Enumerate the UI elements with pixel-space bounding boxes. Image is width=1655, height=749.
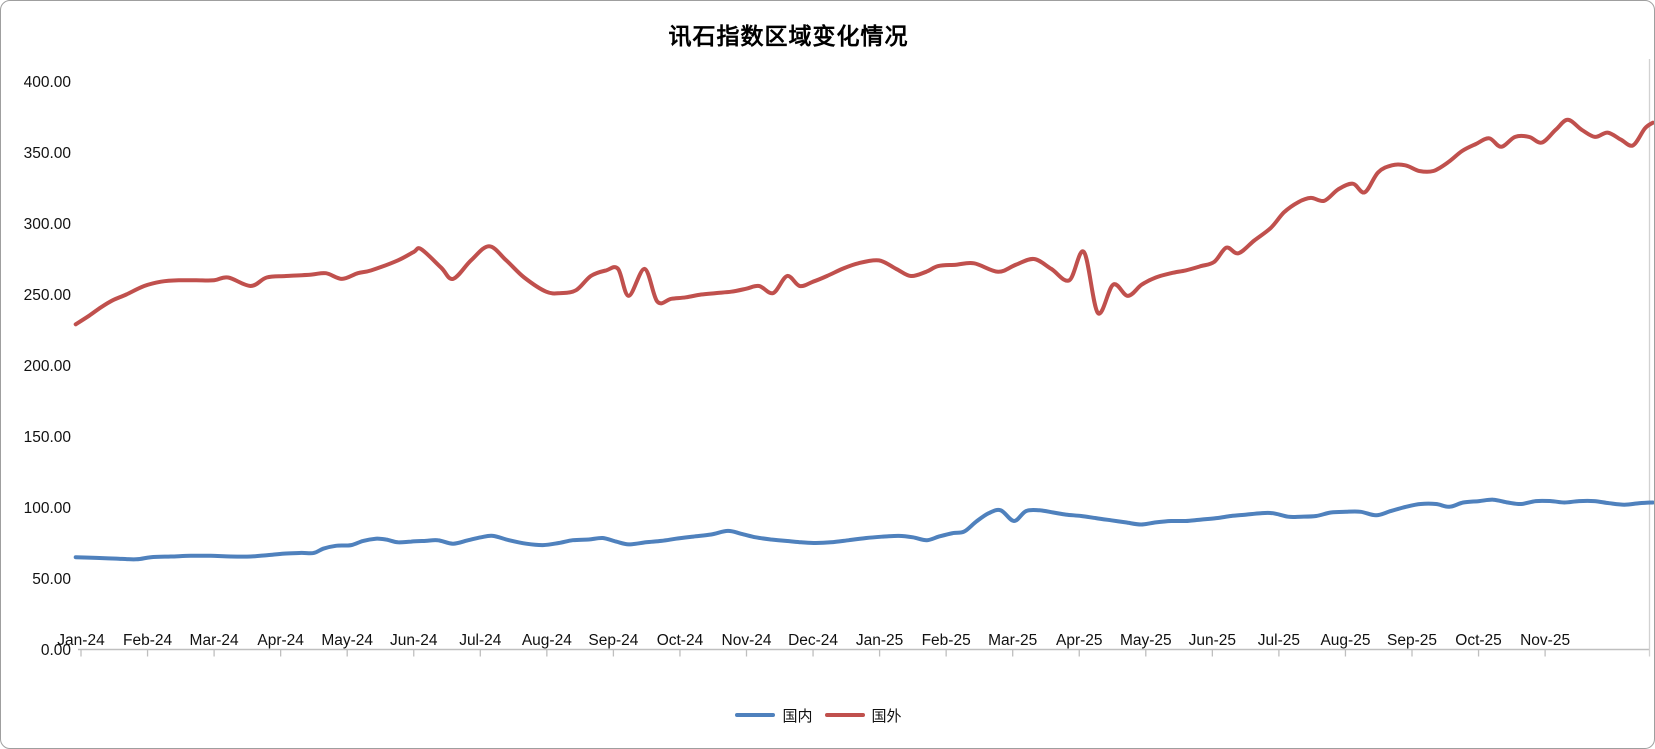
x-axis-tick-label: Nov-24 <box>722 632 772 649</box>
y-axis-tick-label: 200.00 <box>24 358 72 375</box>
x-axis-tick-label: Jun-25 <box>1189 632 1236 649</box>
x-axis-tick-label: Mar-25 <box>988 632 1037 649</box>
y-axis-tick-label: 50.00 <box>32 571 71 588</box>
x-axis-tick-label: May-25 <box>1120 632 1172 649</box>
x-axis-tick-label: Oct-24 <box>657 632 704 649</box>
x-axis-tick-label: Jul-24 <box>459 632 502 649</box>
legend-item-domestic: 国内 <box>735 705 813 726</box>
legend-label-overseas: 国外 <box>871 707 902 725</box>
x-axis-tick-label: Apr-24 <box>257 632 304 649</box>
x-axis-tick-label: Feb-24 <box>123 632 172 649</box>
x-axis-tick-label: Apr-25 <box>1056 632 1103 649</box>
x-axis-tick-label: Sep-24 <box>588 632 638 649</box>
y-axis-tick-label: 350.00 <box>24 145 72 162</box>
legend-item-overseas: 国外 <box>824 705 902 726</box>
x-axis-tick-label: Jan-25 <box>856 632 903 649</box>
legend-line-swatch-domestic <box>735 712 776 718</box>
x-axis-tick-label: Mar-24 <box>190 632 239 649</box>
chart-title: 讯石指数区域变化情况 <box>668 23 909 50</box>
x-axis-tick-label: Oct-25 <box>1455 632 1502 649</box>
y-axis-tick-label: 250.00 <box>24 287 72 304</box>
x-axis-tick-label: Jun-24 <box>390 632 438 649</box>
x-axis-tick-label: Jul-25 <box>1258 632 1300 649</box>
x-axis-tick-label: Aug-24 <box>522 632 572 649</box>
x-axis-tick-label: Aug-25 <box>1320 632 1370 649</box>
y-axis-tick-label: 0.00 <box>41 642 72 659</box>
x-axis-tick-label: Nov-25 <box>1520 632 1570 649</box>
y-axis-tick-label: 150.00 <box>24 429 72 446</box>
legend-label-domestic: 国内 <box>782 707 813 725</box>
legend-line-swatch-overseas <box>824 712 865 718</box>
y-axis-tick-label: 300.00 <box>24 216 72 233</box>
y-axis-tick-label: 100.00 <box>24 500 72 517</box>
x-axis-tick-label: Dec-24 <box>788 632 838 649</box>
x-axis-tick-label: May-24 <box>321 632 373 649</box>
y-axis-tick-label: 400.00 <box>24 74 72 91</box>
legend: 国内 国外 <box>1 702 1636 728</box>
series-line-domestic <box>73 497 1654 562</box>
series-line-overseas <box>73 117 1654 327</box>
x-axis-tick-label: Feb-25 <box>922 632 971 649</box>
x-axis-tick-label: Jan-24 <box>57 632 105 649</box>
x-axis-tick-label: Sep-25 <box>1387 632 1437 649</box>
